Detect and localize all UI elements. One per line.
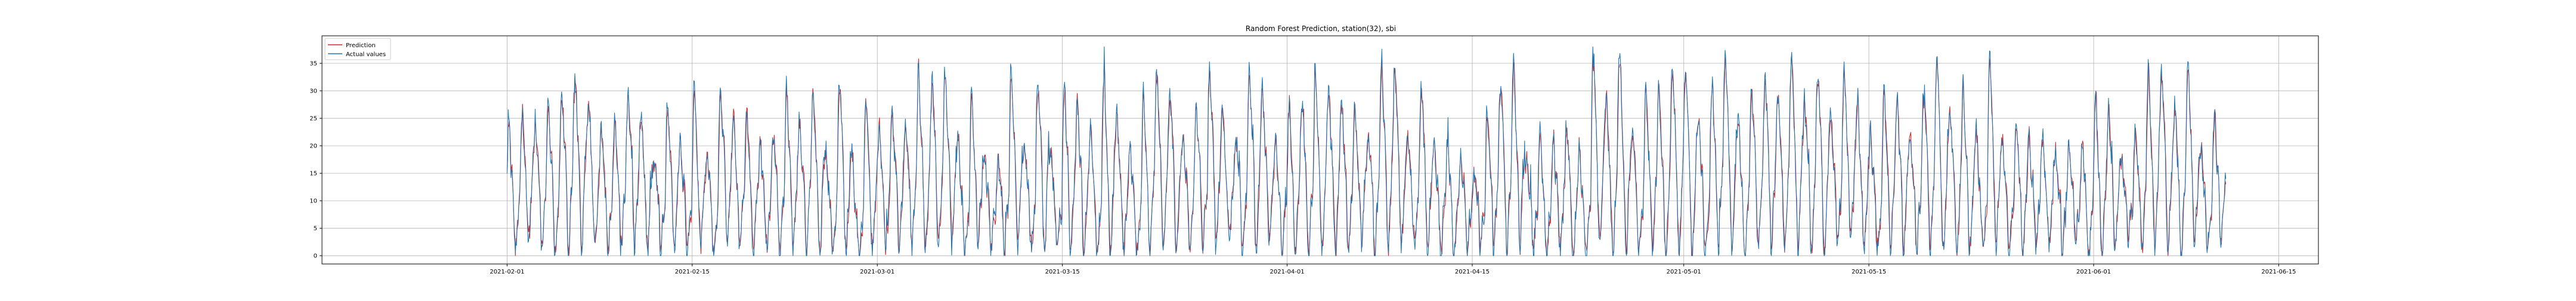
x-tick-label: 2021-02-01 xyxy=(490,269,524,275)
x-tick-label: 2021-06-15 xyxy=(2261,269,2296,275)
y-tick-label: 20 xyxy=(309,143,317,150)
y-tick-label: 10 xyxy=(309,198,317,205)
y-tick-label: 5 xyxy=(314,226,317,232)
x-tick-label: 2021-03-15 xyxy=(1045,269,1080,275)
plot-frame xyxy=(321,35,2319,265)
legend-box xyxy=(324,38,391,60)
legend-actual-label: Actual values xyxy=(346,51,386,58)
y-tick-label: 35 xyxy=(309,61,317,67)
x-tick-label: 2021-02-15 xyxy=(675,269,710,275)
legend: Prediction Actual values xyxy=(324,38,391,60)
actual-values-series-line xyxy=(506,46,2227,256)
x-tick-label: 2021-04-01 xyxy=(1270,269,1305,275)
y-tick-label: 0 xyxy=(314,253,317,260)
x-tick-label: 2021-06-01 xyxy=(2076,269,2111,275)
x-tick-label: 2021-05-15 xyxy=(1852,269,1886,275)
y-tick-label: 25 xyxy=(309,116,317,122)
series-lines xyxy=(506,46,2227,256)
axis-ticks: 0 5 10 15 20 25 30 35 2021-02-01 2021-02-15 2021-0… xyxy=(309,61,2296,275)
x-tick-label: 2021-03-01 xyxy=(860,269,894,275)
legend-prediction-label: Prediction xyxy=(346,42,376,49)
x-tick-label: 2021-04-15 xyxy=(1455,269,1490,275)
chart-title: Random Forest Prediction, station(32), s… xyxy=(1246,24,1396,33)
x-tick-label: 2021-05-01 xyxy=(1667,269,1701,275)
y-tick-label: 15 xyxy=(309,171,317,177)
y-tick-label: 30 xyxy=(309,88,317,95)
